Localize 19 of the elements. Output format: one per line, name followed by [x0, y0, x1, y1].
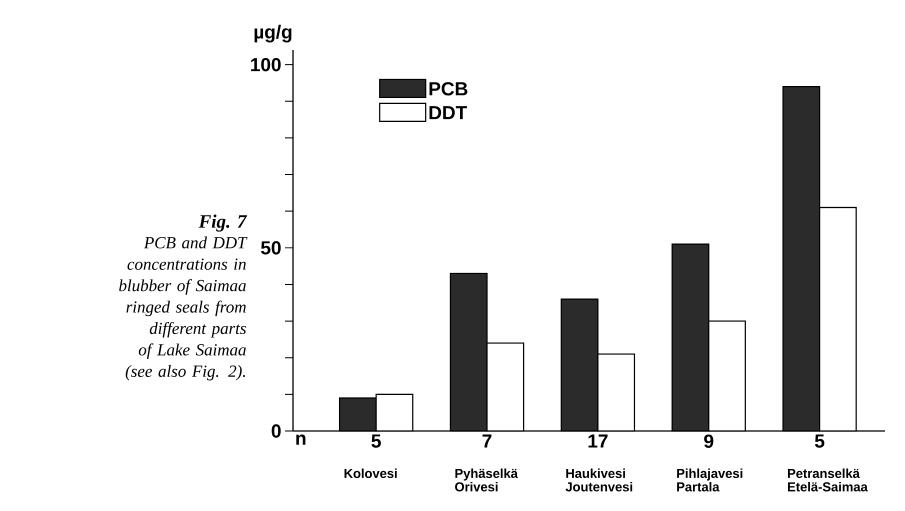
text: n [296, 434, 306, 445]
text: PCB and DDT concentrations in blubber of Saimaa ringed seals from different parts of Lake Saimaa (see also Fig. 2). [119, 236, 248, 380]
x-tick-label: Kolovesi [344, 468, 397, 478]
text: 5 [371, 434, 381, 448]
x-tick-label: Pihlajavesi Partala [677, 468, 742, 492]
x-tick-label: Petranselkä Etelä-Saimaa [788, 468, 868, 492]
text: 7 [482, 434, 492, 448]
y-axis-title: µg/g [254, 24, 292, 42]
text: 17 [588, 434, 608, 448]
y-tick-label: 100 [251, 58, 281, 72]
x-tick-label: Haukivesi Joutenvesi [566, 468, 632, 492]
text: 5 [814, 434, 824, 448]
legend-label: DDT [430, 106, 467, 120]
text: 9 [704, 434, 714, 448]
y-tick-label: 50 [261, 241, 281, 255]
legend-label: PCB [430, 82, 468, 96]
x-tick-label: Pyhäselkä Orivesi [455, 468, 518, 492]
y-tick-label: 0 [272, 424, 281, 438]
text: Fig. 7 [198, 214, 248, 232]
